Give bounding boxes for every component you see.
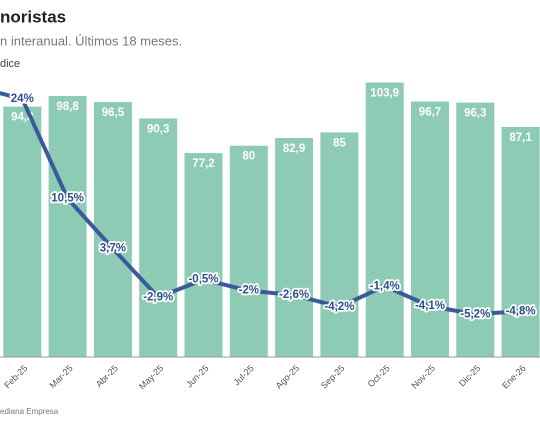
point-label: 3,7% <box>100 243 126 255</box>
point-label: -4,1% <box>415 300 445 312</box>
x-tick-label: Mar-25 <box>47 363 74 390</box>
point <box>290 291 298 299</box>
x-tick-label: Jul-25 <box>231 363 255 387</box>
point <box>517 307 525 315</box>
point <box>64 195 72 202</box>
legend-text: dice <box>0 58 20 70</box>
x-tick-label: Jun-25 <box>184 363 211 390</box>
point <box>426 302 434 310</box>
x-tick-label: Ene-26 <box>500 363 528 391</box>
x-tick-label: Dic-25 <box>457 363 482 388</box>
bar-label: 82,9 <box>283 143 305 155</box>
point <box>335 303 343 311</box>
bar-label: 96,3 <box>464 108 486 120</box>
point <box>18 95 26 103</box>
point <box>200 276 207 284</box>
bar <box>365 82 404 358</box>
point <box>471 310 479 318</box>
point-label: 24% <box>11 93 34 105</box>
bar <box>93 102 132 358</box>
bar-label: 96,5 <box>102 107 125 119</box>
bar <box>320 132 359 357</box>
bar-label: 98,8 <box>56 101 79 113</box>
x-tick-label: Ago-25 <box>274 363 302 391</box>
bar-label: 80 <box>242 151 255 163</box>
bar-label: 90,3 <box>147 123 169 135</box>
bar-label: 85 <box>333 137 346 149</box>
point-label: -4,2% <box>324 301 354 313</box>
chart-subtitle: n interanual. Últimos 18 meses. <box>0 33 182 48</box>
x-tick-label: Nov-25 <box>410 363 438 391</box>
point <box>154 293 162 301</box>
bar <box>48 96 87 358</box>
point-label: -1,4% <box>370 280 400 292</box>
chart-title: noristas <box>0 7 66 26</box>
bar-label: 96,7 <box>419 107 441 119</box>
bar-label: 77,2 <box>192 158 214 170</box>
point <box>245 287 253 295</box>
point-label: 10,5% <box>51 193 84 205</box>
bar <box>501 126 540 358</box>
bar <box>411 101 449 357</box>
point-label: -5,2% <box>460 308 490 320</box>
bar <box>229 145 268 357</box>
point-label: -0,5% <box>188 274 218 286</box>
point-label: -2,9% <box>143 291 173 303</box>
x-tick-label: Feb-25 <box>2 363 29 390</box>
source: ediana Empresa <box>0 407 59 416</box>
bar <box>139 118 178 358</box>
point-label: -2,6% <box>279 289 309 301</box>
x-tick-label: Abr-25 <box>94 363 120 389</box>
bar-label: 87,1 <box>509 132 532 144</box>
x-tick-label: Oct-25 <box>366 363 392 389</box>
bar-label: 103,9 <box>370 88 399 100</box>
point <box>109 245 117 253</box>
bar <box>184 153 223 357</box>
bar <box>3 106 42 357</box>
x-tick-label: Sep-25 <box>319 363 347 391</box>
bar <box>275 138 314 357</box>
point-label: -4,8% <box>506 305 536 317</box>
point <box>381 282 389 290</box>
point-label: -2% <box>239 285 259 297</box>
x-tick-label: May-25 <box>137 363 165 391</box>
